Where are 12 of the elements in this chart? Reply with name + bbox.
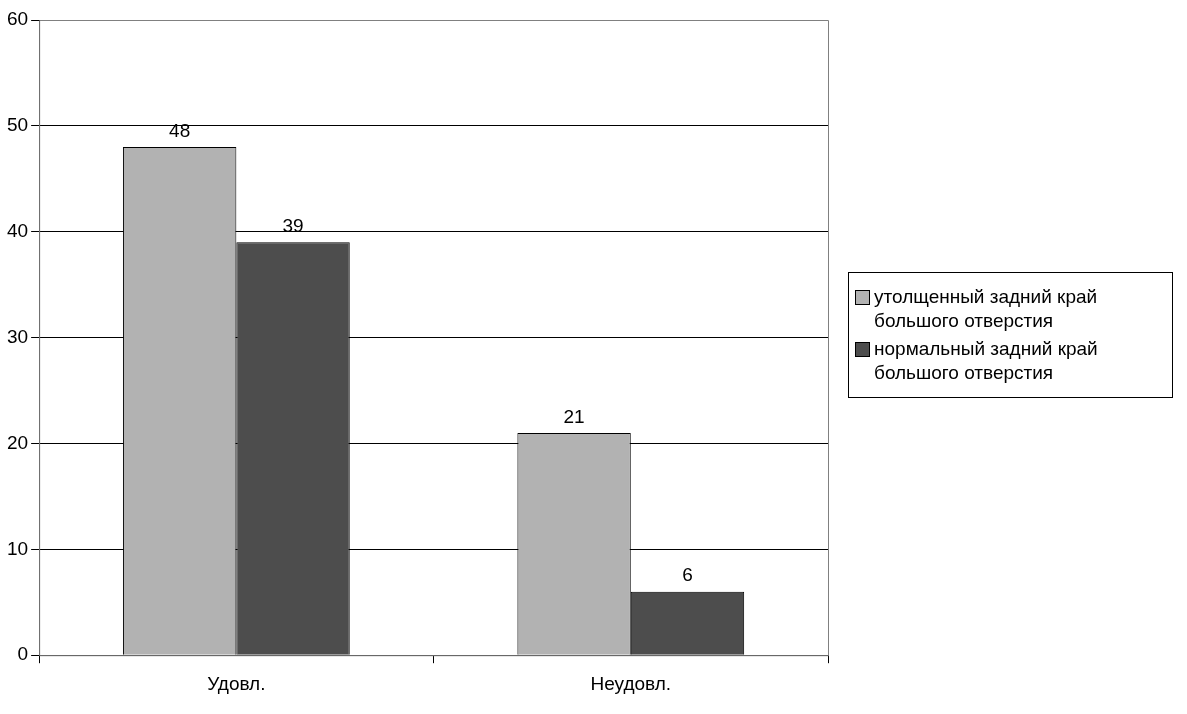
y-tick-label: 30 [6,325,29,347]
y-tick-label: 50 [6,114,29,136]
y-tick-label: 40 [6,219,29,241]
y-tick-label: 20 [6,431,29,453]
x-tick-label: Неудовл. [590,672,672,694]
x-tick-label: Удовл. [207,672,266,694]
legend-label: нормальный задний край большого отверстия [874,337,1099,385]
y-tick-label: 60 [6,8,29,30]
data-label: 6 [682,564,693,586]
data-label: 21 [563,405,585,427]
y-tick-label: 10 [6,537,29,559]
y-tick-label: 0 [17,643,29,665]
